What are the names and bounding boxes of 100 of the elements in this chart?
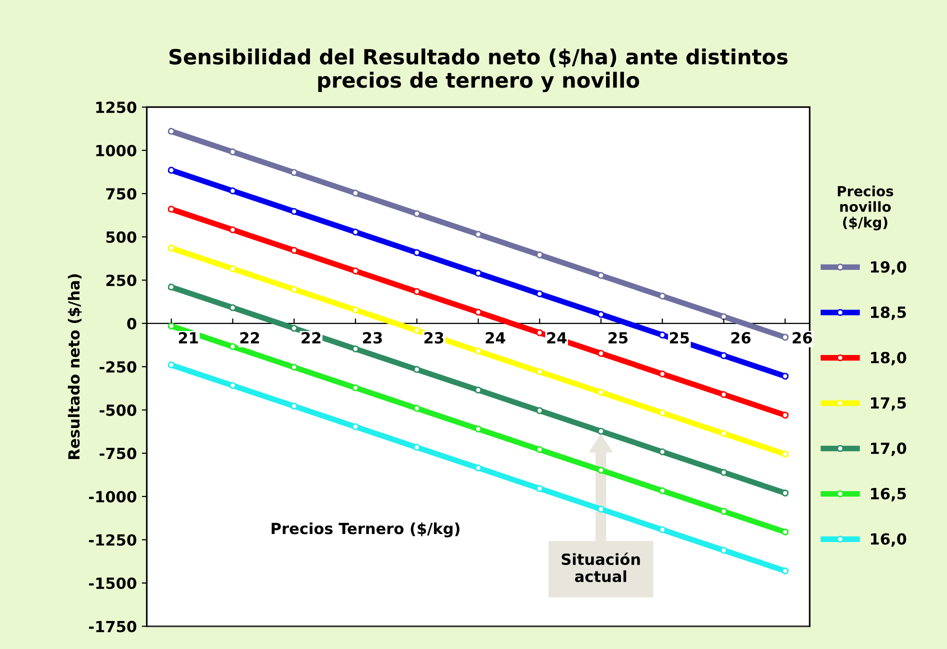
point	[658, 526, 666, 534]
point	[290, 286, 298, 293]
point	[413, 210, 420, 218]
point	[229, 382, 236, 390]
point	[720, 508, 728, 515]
legend-label: 17,5	[870, 397, 906, 411]
point	[720, 546, 728, 554]
point	[782, 334, 789, 341]
legend-title: Precios novillo ($/kg)	[838, 186, 894, 230]
y-tick-label: -1000	[89, 490, 136, 503]
point	[782, 528, 789, 536]
y-tick-label: 1000	[96, 144, 136, 156]
point	[598, 310, 604, 318]
point	[352, 268, 359, 274]
legend-label: 16,5	[870, 488, 906, 502]
y-tick-label: 1250	[96, 102, 136, 114]
y-tick-label: 0	[127, 318, 136, 330]
point	[598, 388, 604, 396]
point	[536, 407, 544, 414]
legend-label: 18,5	[870, 306, 906, 320]
point	[352, 306, 359, 314]
y-tick-label: -1500	[89, 577, 136, 590]
legend-label: 18,0	[870, 352, 906, 366]
point	[168, 206, 175, 213]
point	[352, 423, 359, 430]
point	[782, 450, 789, 458]
point	[474, 230, 482, 238]
y-tick-label: 500	[106, 231, 136, 243]
point	[536, 290, 544, 298]
x-tick-label: 24	[547, 332, 567, 344]
y-tick-label: 250	[106, 274, 136, 286]
point	[536, 368, 544, 376]
point	[720, 352, 728, 360]
point	[782, 372, 789, 380]
point	[474, 308, 482, 316]
point	[229, 226, 236, 234]
point	[598, 466, 604, 474]
legend-label: 17,0	[870, 442, 906, 456]
point	[598, 350, 604, 357]
y-tick-label: -1250	[89, 534, 136, 546]
point	[598, 272, 604, 279]
point	[658, 409, 666, 416]
y-tick-label: -750	[100, 448, 136, 460]
annotation: Situación actual	[562, 552, 640, 582]
x-tick-label: 22	[302, 332, 320, 344]
point	[290, 324, 298, 332]
point	[474, 464, 482, 472]
point	[290, 169, 298, 176]
point	[598, 428, 604, 435]
y-tick-label: 750	[106, 188, 136, 200]
point	[290, 246, 298, 254]
x-tick-label: 23	[363, 332, 382, 344]
y-tick-label: -1750	[89, 620, 136, 632]
point	[474, 348, 482, 355]
legend-label: 16,0	[870, 533, 906, 547]
point	[290, 364, 298, 371]
point	[782, 412, 789, 419]
point	[658, 487, 666, 494]
point	[720, 313, 728, 320]
point	[658, 370, 666, 378]
x-tick-label: 26	[731, 332, 751, 344]
x-tick-label: 26	[792, 332, 812, 344]
point	[413, 444, 420, 451]
point	[168, 284, 175, 291]
point	[229, 187, 236, 194]
chart-title: Sensibilidad del Resultado neto ($/ha) ante distintos precios de ternero y novillo	[169, 48, 788, 92]
point	[782, 490, 789, 496]
point	[229, 265, 236, 272]
point	[290, 402, 298, 410]
point	[168, 128, 175, 135]
point	[168, 361, 175, 368]
point	[168, 244, 175, 252]
x-tick-label: 25	[608, 332, 628, 344]
point	[413, 366, 420, 373]
point	[290, 208, 298, 215]
point	[474, 426, 482, 432]
point	[352, 228, 359, 236]
point	[658, 332, 666, 338]
point	[168, 322, 175, 330]
point	[720, 468, 728, 476]
point	[658, 292, 666, 300]
y-tick-label: -500	[100, 404, 136, 416]
point	[536, 251, 544, 258]
point	[229, 304, 236, 312]
point	[229, 148, 236, 156]
x-tick-label: 24	[486, 332, 506, 344]
point	[536, 485, 544, 492]
y-axis-title: Resultado neto ($/ha)	[68, 274, 82, 459]
point	[536, 446, 544, 454]
point	[658, 448, 666, 456]
point	[352, 384, 359, 392]
point	[413, 288, 420, 296]
point	[720, 430, 728, 437]
point	[474, 270, 482, 277]
point	[536, 329, 544, 336]
point	[720, 391, 728, 398]
point	[598, 506, 604, 513]
x-tick-label: 25	[670, 332, 689, 344]
point	[782, 567, 789, 574]
x-tick-label: 23	[424, 332, 444, 344]
